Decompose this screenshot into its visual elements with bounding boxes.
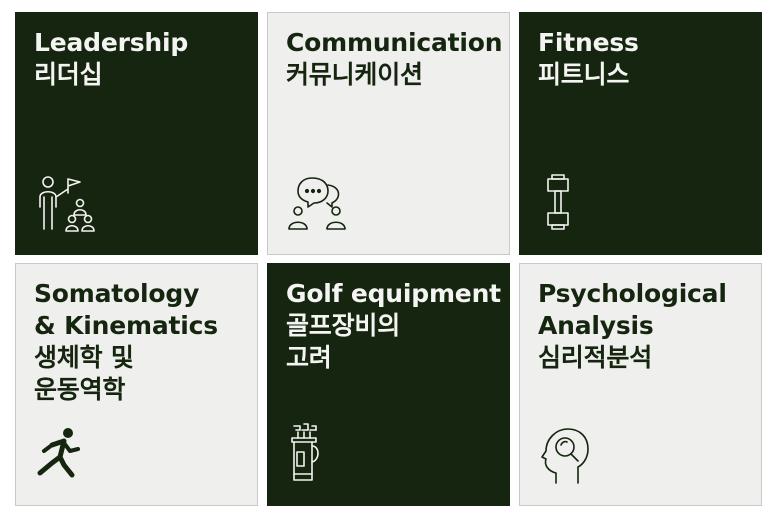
golf-bag-icon	[286, 422, 326, 486]
card-leadership[interactable]: Leadership 리더십	[15, 12, 258, 255]
title-korean-1: 골프장비의	[286, 311, 401, 340]
card-title: Fitness 피트니스	[538, 27, 751, 91]
title-korean-2: 고려	[286, 343, 332, 372]
title-english: Communication	[286, 28, 503, 57]
title-korean-1: 생체학 및	[34, 343, 134, 372]
card-psychological-analysis[interactable]: Psychological Analysis 심리적분석	[519, 263, 762, 506]
title-english-2: Analysis	[538, 311, 654, 340]
running-person-icon	[34, 427, 84, 479]
title-english: Fitness	[538, 28, 639, 57]
title-english: Golf equipment	[286, 279, 501, 308]
card-communication[interactable]: Communication 커뮤니케이션	[267, 12, 510, 255]
card-somatology-kinematics[interactable]: Somatology & Kinematics 생체학 및 운동역학	[15, 263, 258, 506]
title-english-2: & Kinematics	[34, 311, 218, 340]
title-korean: 커뮤니케이션	[286, 60, 423, 89]
title-english: Leadership	[34, 28, 189, 57]
title-korean-2: 운동역학	[34, 375, 126, 404]
card-title: Somatology & Kinematics 생체학 및 운동역학	[34, 278, 247, 406]
dumbbell-icon	[544, 173, 572, 233]
card-title: Communication 커뮤니케이션	[286, 27, 503, 91]
title-korean: 심리적분석	[538, 343, 653, 372]
card-title: Leadership 리더십	[34, 27, 247, 91]
title-korean: 리더십	[34, 60, 103, 89]
card-golf-equipment[interactable]: Golf equipment 골프장비의 고려	[267, 263, 510, 506]
card-fitness[interactable]: Fitness 피트니스	[519, 12, 762, 255]
title-english-1: Psychological	[538, 279, 727, 308]
chat-people-icon	[286, 173, 350, 235]
card-title: Golf equipment 골프장비의 고려	[286, 278, 501, 374]
title-korean: 피트니스	[538, 60, 630, 89]
head-magnifier-icon	[538, 427, 594, 485]
leadership-icon	[34, 173, 98, 235]
card-title: Psychological Analysis 심리적분석	[538, 278, 751, 374]
title-english-1: Somatology	[34, 279, 200, 308]
